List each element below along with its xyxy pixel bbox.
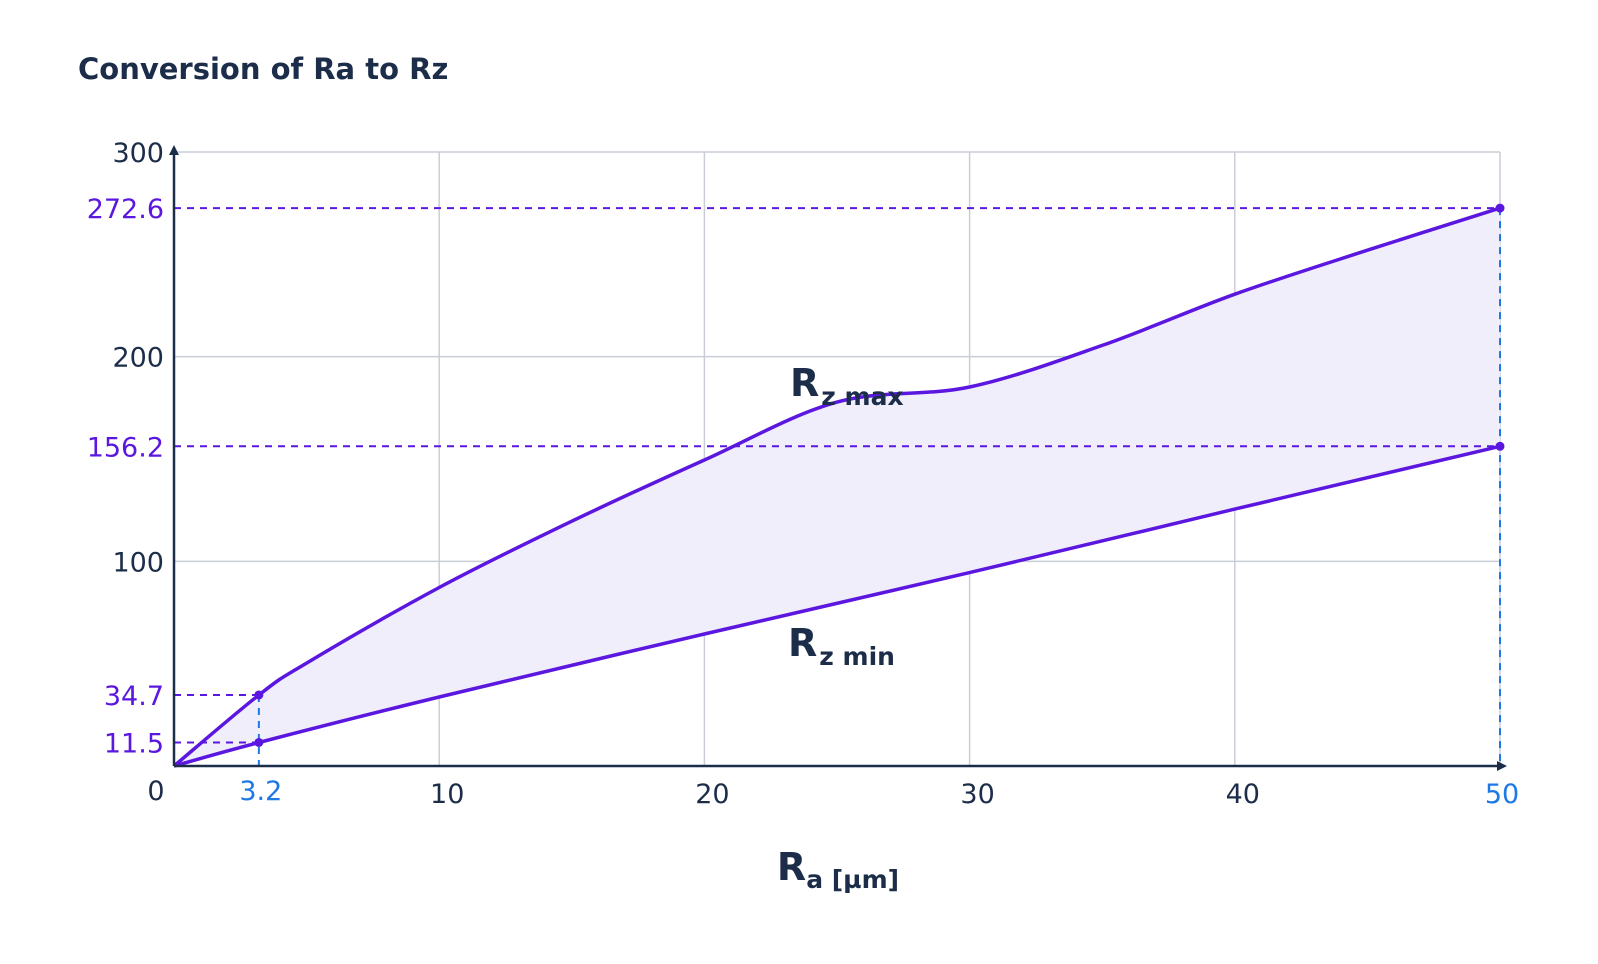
series-label-sub: z min: [819, 642, 895, 671]
x-tick-label: 0: [147, 776, 164, 807]
series-line-rz-max: [172, 206, 1501, 768]
tick-labels: 100 200 300 11.5 34.7 156.2 272.6 0 10 20 30 40 3.2 5…: [87, 138, 1519, 810]
chart-title: Conversion of Ra to Rz: [78, 52, 449, 86]
data-point: [254, 737, 264, 747]
series-curves: [172, 206, 1501, 768]
series-label-main: R: [788, 621, 817, 665]
y-highlight-label: 11.5: [104, 728, 164, 759]
data-point: [1495, 441, 1505, 451]
x-highlight-label: 50: [1485, 779, 1519, 810]
x-tick-label: 30: [960, 779, 994, 810]
y-tick-label: 200: [112, 343, 164, 374]
data-point: [254, 690, 264, 700]
x-axis-label: Ra [µm]: [777, 845, 899, 894]
x-tick-label: 40: [1226, 779, 1260, 810]
series-label-rz-min: Rz min: [788, 621, 895, 671]
series-label-main: R: [790, 361, 819, 405]
y-highlight-label: 34.7: [104, 681, 164, 712]
data-point: [1495, 203, 1505, 213]
y-highlight-label: 272.6: [87, 194, 164, 225]
x-highlight-label: 3.2: [239, 776, 282, 807]
series-label-rz-max: Rz max: [790, 361, 904, 411]
guide-lines: [174, 207, 1501, 766]
y-highlight-label: 156.2: [87, 432, 164, 463]
x-tick-label: 10: [430, 779, 464, 810]
x-axis-label-main: R: [777, 845, 806, 889]
series-label-sub: z max: [821, 382, 903, 411]
axes: [169, 145, 1507, 771]
y-tick-label: 300: [112, 138, 164, 169]
y-tick-label: 100: [112, 547, 164, 578]
series-line-rz-min: [173, 444, 1501, 768]
x-tick-label: 20: [695, 779, 729, 810]
range-fill: [174, 208, 1500, 767]
range-area: [174, 208, 1500, 767]
highlight-points: [254, 203, 1505, 747]
x-axis-label-sub: a [µm]: [806, 865, 899, 894]
